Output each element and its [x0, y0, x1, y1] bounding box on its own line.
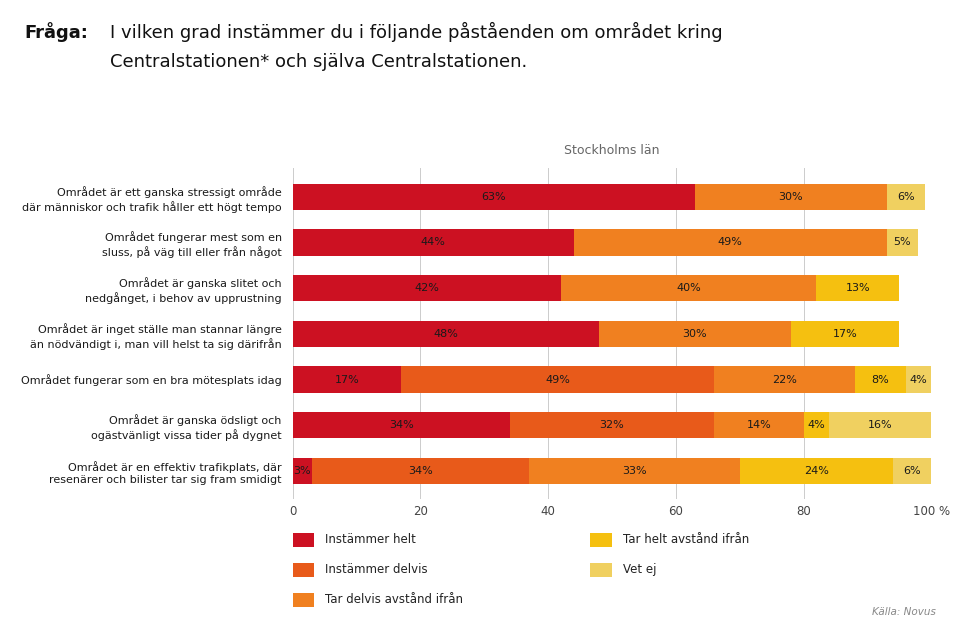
Bar [816, 275, 900, 301]
Bar [293, 457, 312, 484]
Text: 63%: 63% [482, 192, 506, 202]
Text: 17%: 17% [832, 329, 857, 339]
Text: 6%: 6% [897, 192, 915, 202]
Bar [293, 275, 561, 301]
Text: I vilken grad instämmer du i följande påståenden om området kring: I vilken grad instämmer du i följande på… [110, 22, 723, 42]
Text: 6%: 6% [903, 466, 921, 476]
Bar [529, 457, 739, 484]
Bar [714, 412, 804, 439]
Bar [905, 366, 931, 392]
Text: 5%: 5% [894, 238, 911, 248]
Bar [791, 321, 900, 347]
Text: Stockholms län: Stockholms län [564, 144, 660, 157]
Bar [854, 366, 905, 392]
Text: 14%: 14% [747, 420, 771, 430]
Text: 22%: 22% [772, 374, 797, 384]
Bar [804, 412, 829, 439]
Bar [695, 183, 886, 210]
Text: Tar helt avstånd ifrån: Tar helt avstånd ifrån [623, 534, 750, 546]
Text: Instämmer helt: Instämmer helt [325, 534, 417, 546]
Bar [886, 183, 924, 210]
Text: 16%: 16% [868, 420, 893, 430]
Bar [739, 457, 893, 484]
Text: 32%: 32% [600, 420, 624, 430]
Bar [293, 183, 695, 210]
Bar [829, 412, 931, 439]
Text: 34%: 34% [389, 420, 414, 430]
Bar [893, 457, 931, 484]
Text: 33%: 33% [622, 466, 647, 476]
Text: 34%: 34% [408, 466, 433, 476]
Text: 30%: 30% [779, 192, 804, 202]
Text: 24%: 24% [804, 466, 828, 476]
Bar [714, 366, 854, 392]
Bar [886, 229, 919, 256]
Bar [293, 412, 510, 439]
Text: 4%: 4% [807, 420, 826, 430]
Text: 40%: 40% [676, 283, 701, 293]
Text: 49%: 49% [718, 238, 742, 248]
Bar [599, 321, 791, 347]
Text: Instämmer delvis: Instämmer delvis [325, 563, 428, 576]
Text: 3%: 3% [294, 466, 311, 476]
Text: 13%: 13% [846, 283, 870, 293]
Bar [401, 366, 714, 392]
Bar [312, 457, 529, 484]
Bar [293, 229, 574, 256]
Text: Källa: Novus: Källa: Novus [872, 607, 936, 617]
Bar [510, 412, 714, 439]
Text: Fråga:: Fråga: [24, 22, 88, 42]
Bar [293, 321, 599, 347]
Text: 49%: 49% [545, 374, 570, 384]
Bar [561, 275, 816, 301]
Bar [574, 229, 886, 256]
Text: 44%: 44% [420, 238, 445, 248]
Text: Tar delvis avstånd ifrån: Tar delvis avstånd ifrån [325, 593, 464, 606]
Text: 4%: 4% [909, 374, 927, 384]
Text: 48%: 48% [434, 329, 459, 339]
Text: 30%: 30% [683, 329, 708, 339]
Text: 42%: 42% [415, 283, 440, 293]
Text: Vet ej: Vet ej [623, 563, 657, 576]
Text: 17%: 17% [335, 374, 359, 384]
Text: Centralstationen* och själva Centralstationen.: Centralstationen* och själva Centralstat… [110, 53, 528, 71]
Text: 8%: 8% [872, 374, 889, 384]
Bar [293, 366, 401, 392]
